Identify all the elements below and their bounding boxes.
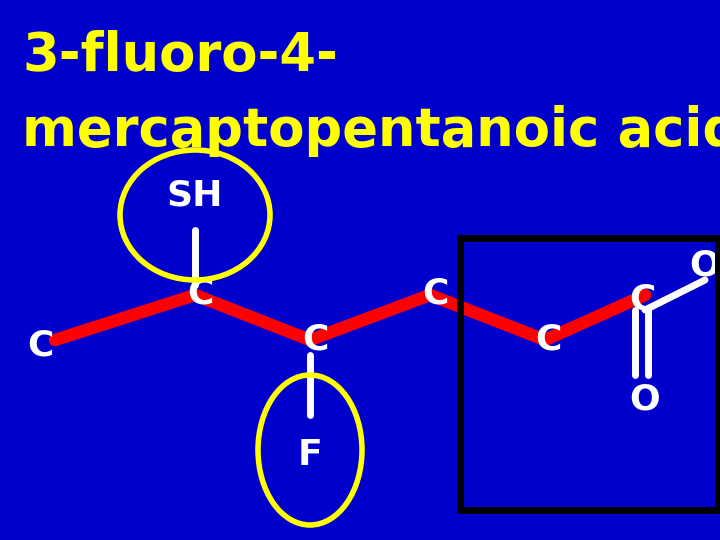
- Text: C: C: [302, 323, 328, 357]
- Text: mercaptopentanoic acid: mercaptopentanoic acid: [22, 105, 720, 157]
- Text: C: C: [629, 283, 655, 317]
- Text: SH: SH: [167, 178, 223, 212]
- Text: C: C: [422, 276, 448, 310]
- Text: F: F: [297, 438, 323, 472]
- Text: O: O: [629, 383, 660, 417]
- Text: C: C: [535, 323, 561, 357]
- Text: OH: OH: [690, 248, 720, 282]
- Text: C: C: [27, 328, 53, 362]
- Text: C: C: [186, 276, 213, 310]
- Text: 3-fluoro-4-: 3-fluoro-4-: [22, 30, 338, 82]
- Bar: [460, 238, 718, 510]
